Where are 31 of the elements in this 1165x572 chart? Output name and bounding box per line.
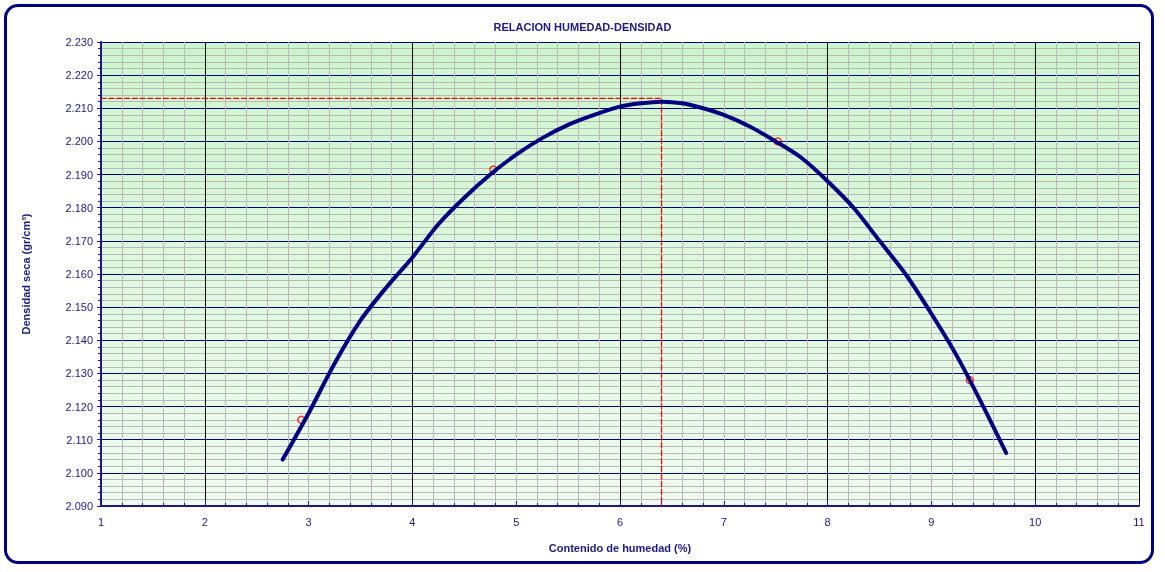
y-tick-label: 2.140 xyxy=(65,334,93,347)
y-tick-label: 2.130 xyxy=(65,367,93,380)
x-tick-label: 2 xyxy=(201,515,208,528)
y-tick-label: 2.180 xyxy=(65,201,93,214)
y-tick-label: 2.230 xyxy=(65,36,93,48)
x-tick-label: 5 xyxy=(513,515,520,528)
y-tick-label: 2.100 xyxy=(65,466,93,479)
y-tick-label: 2.150 xyxy=(65,301,93,314)
point xyxy=(965,375,975,385)
x-tick-label: 11 xyxy=(1133,515,1145,528)
y-tick-label: 2.160 xyxy=(65,268,93,280)
y-tick-label: 2.170 xyxy=(65,234,93,247)
y-tick-label: 2.210 xyxy=(65,102,93,115)
y-axis-title: Densidad seca (gr/cm³) xyxy=(19,213,32,335)
chart-title: RELACION HUMEDAD-DENSIDAD xyxy=(493,20,672,33)
x-tick-label: 4 xyxy=(409,515,416,528)
x-tick-label: 6 xyxy=(616,515,624,528)
x-tick-label: 1 xyxy=(97,515,105,528)
x-tick-label: 10 xyxy=(1029,515,1042,528)
y-tick-label: 2.220 xyxy=(65,69,93,82)
y-tick-label: 2.110 xyxy=(66,433,93,446)
y-tick-label: 2.090 xyxy=(65,500,93,512)
point xyxy=(773,137,783,146)
x-axis-title: Contenido de humedad (%) xyxy=(548,541,692,554)
x-tick-label: 8 xyxy=(824,515,831,528)
x-tick-label: 3 xyxy=(305,515,312,528)
y-tick-label: 2.120 xyxy=(65,400,93,413)
y-tick-label: 2.190 xyxy=(65,168,93,181)
x-tick-label: 7 xyxy=(720,515,727,528)
y-tick-label: 2.200 xyxy=(65,135,93,148)
x-tick-label: 9 xyxy=(928,515,935,528)
